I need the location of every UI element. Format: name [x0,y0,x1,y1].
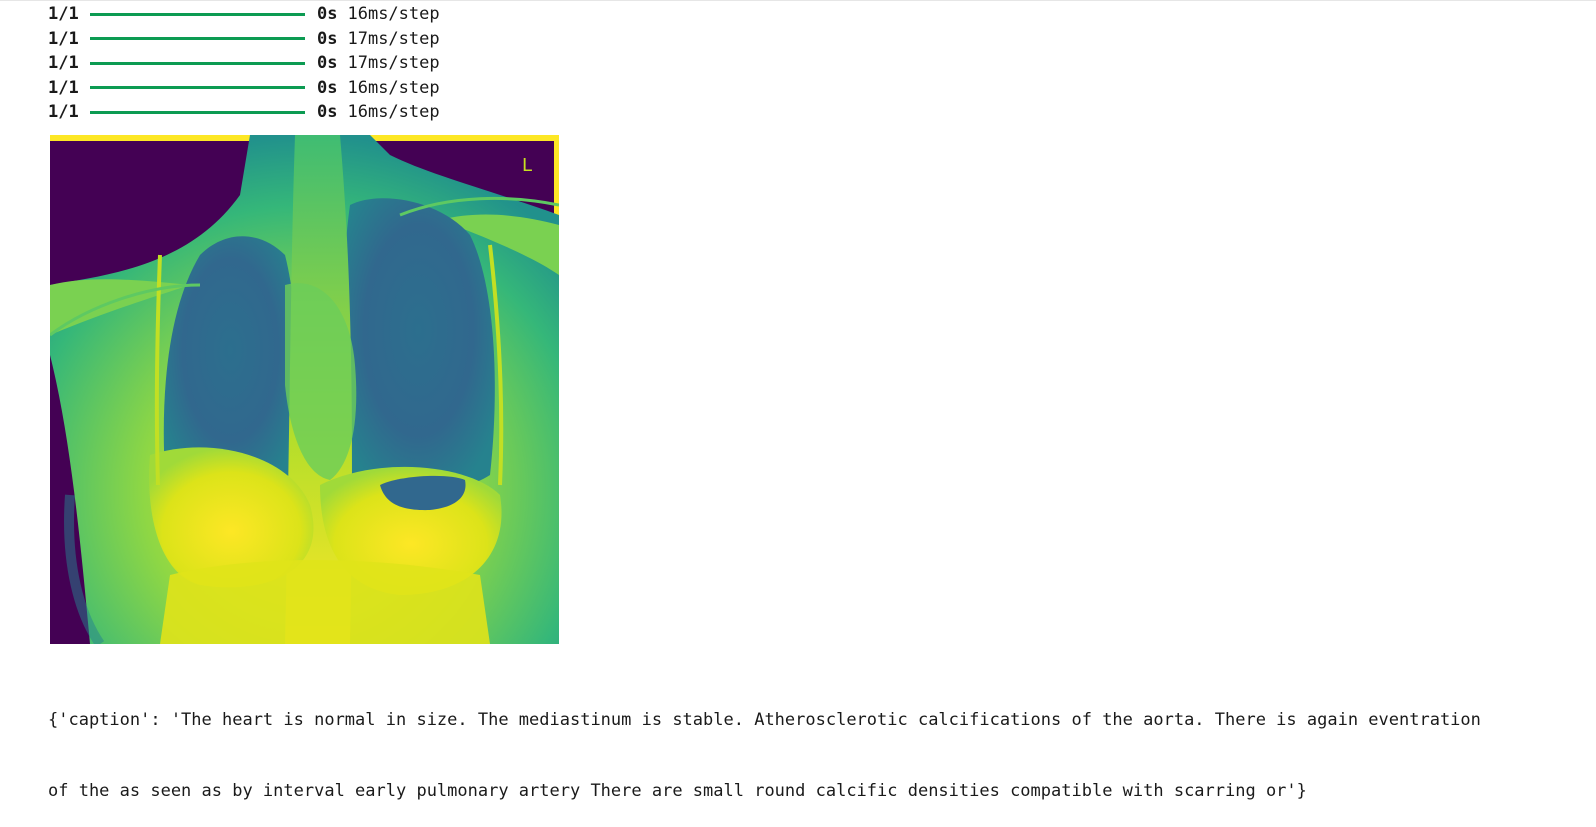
step-count: 1/1 [48,53,79,74]
step-rate: 16ms/step [347,77,440,98]
progress-bar [90,110,305,114]
step-count: 1/1 [48,4,79,25]
progress-log: 1/1 0s 16ms/step 1/1 0s 17ms/step 1/1 0s… [48,2,440,125]
progress-bar [90,86,305,90]
log-line: 1/1 0s 17ms/step [48,51,440,76]
step-count: 1/1 [48,102,79,123]
step-rate: 17ms/step [347,28,440,49]
step-rate: 16ms/step [347,102,440,123]
step-rate: 16ms/step [347,4,440,25]
step-count: 1/1 [48,28,79,49]
progress-bar-fill [90,86,305,90]
elapsed-time: 0s [317,53,338,74]
progress-bar-fill [90,61,305,65]
elapsed-time: 0s [317,77,338,98]
progress-bar [90,12,305,16]
progress-bar [90,37,305,41]
progress-bar-fill [90,12,305,16]
step-count: 1/1 [48,77,79,98]
log-line: 1/1 0s 16ms/step [48,76,440,101]
side-marker-label: L [522,155,532,176]
progress-bar-fill [90,37,305,41]
elapsed-time: 0s [317,4,338,25]
elapsed-time: 0s [317,102,338,123]
elapsed-time: 0s [317,28,338,49]
progress-bar [90,61,305,65]
caption-output: {'caption': 'The heart is normal in size… [48,662,1481,827]
log-line: 1/1 0s 16ms/step [48,2,440,27]
log-line: 1/1 0s 16ms/step [48,100,440,125]
log-line: 1/1 0s 17ms/step [48,27,440,52]
caption-line: {'caption': 'The heart is normal in size… [48,710,1481,730]
progress-bar-fill [90,110,305,114]
chest-xray-image: L [50,135,559,644]
step-rate: 17ms/step [347,53,440,74]
caption-line: of the as seen as by interval early pulm… [48,780,1307,801]
cell-separator [0,0,1596,1]
